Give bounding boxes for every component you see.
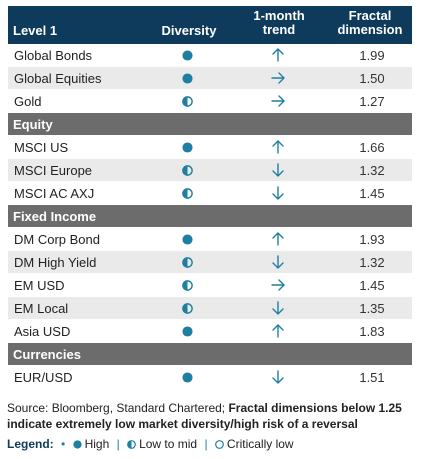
- arrow-down-icon: [263, 252, 293, 272]
- fractal-value: 1.35: [359, 301, 385, 316]
- table-header: Level 1 Diversity 1-month trend Fractal …: [8, 6, 412, 44]
- fractal-value: 1.27: [359, 94, 385, 109]
- header-diversity: Diversity: [161, 23, 217, 38]
- fractal-value: 1.51: [359, 370, 385, 385]
- half-circle-icon: [182, 279, 193, 291]
- full-circle-icon: [182, 141, 193, 153]
- fractal-value: 1.83: [359, 324, 385, 339]
- empty-circle-icon: [215, 440, 224, 449]
- source-plain: Source: Bloomberg, Standard Chartered;: [7, 401, 229, 415]
- arrow-down-icon: [263, 298, 293, 318]
- table-row: DM High Yield 1.32: [8, 251, 412, 274]
- arrow-up-icon: [263, 321, 293, 341]
- section-header: Fixed Income: [8, 205, 412, 228]
- full-circle-icon: [72, 440, 82, 449]
- header-trend-line2: trend: [262, 22, 296, 37]
- legend: Legend: • High | Low to mid | Critically…: [7, 437, 294, 451]
- legend-separator: |: [204, 437, 208, 451]
- asset-name: EM USD: [14, 278, 65, 293]
- asset-name: Global Bonds: [14, 48, 93, 63]
- half-circle-icon: [127, 440, 136, 449]
- table-row: EUR/USD 1.51: [8, 366, 412, 389]
- table-row: MSCI AC AXJ 1.45: [8, 182, 412, 205]
- full-circle-icon: [182, 233, 193, 245]
- asset-name: EM Local: [14, 301, 69, 316]
- arrow-down-icon: [263, 160, 293, 180]
- fractal-value: 1.45: [359, 186, 385, 201]
- table-row: MSCI Europe 1.32: [8, 159, 412, 182]
- arrow-right-icon: [263, 91, 293, 111]
- asset-name: EUR/USD: [14, 370, 73, 385]
- section-title: Currencies: [13, 347, 81, 362]
- fractal-value: 1.32: [359, 255, 385, 270]
- full-circle-icon: [182, 72, 193, 84]
- header-fractal-line2: dimension: [337, 22, 403, 37]
- half-circle-icon: [182, 256, 193, 268]
- legend-high-label: High: [84, 437, 110, 451]
- full-circle-icon: [182, 49, 193, 61]
- half-circle-icon: [182, 302, 193, 314]
- half-circle-icon: [182, 187, 193, 199]
- fractal-value: 1.32: [359, 163, 385, 178]
- table-row: MSCI US 1.66: [8, 136, 412, 159]
- table-row: EM USD 1.45: [8, 274, 412, 297]
- full-circle-icon: [182, 325, 193, 337]
- header-trend: 1-month trend: [244, 9, 314, 37]
- fractal-value: 1.50: [359, 71, 385, 86]
- table-row: Global Bonds 1.99: [8, 44, 412, 67]
- arrow-up-icon: [263, 137, 293, 157]
- arrow-up-icon: [263, 45, 293, 65]
- asset-name: DM Corp Bond: [14, 232, 100, 247]
- arrow-right-icon: [263, 275, 293, 295]
- arrow-down-icon: [263, 367, 293, 387]
- asset-name: MSCI Europe: [14, 163, 93, 178]
- fractal-value: 1.99: [359, 48, 385, 63]
- half-circle-icon: [182, 164, 193, 176]
- half-circle-icon: [182, 95, 193, 107]
- source-note: Source: Bloomberg, Standard Chartered; F…: [7, 400, 422, 432]
- section-title: Equity: [13, 117, 53, 132]
- section-title: Fixed Income: [13, 209, 97, 224]
- legend-low-to-mid-label: Low to mid: [139, 437, 198, 451]
- header-fractal: Fractal dimension: [328, 9, 412, 37]
- table-row: Gold 1.27: [8, 90, 412, 113]
- asset-name: MSCI US: [14, 140, 69, 155]
- legend-separator: |: [116, 437, 120, 451]
- asset-name: Asia USD: [14, 324, 71, 339]
- fractal-value: 1.93: [359, 232, 385, 247]
- arrow-down-icon: [263, 183, 293, 203]
- full-circle-icon: [182, 371, 193, 383]
- table-row: DM Corp Bond 1.93: [8, 228, 412, 251]
- asset-name: Gold: [14, 94, 42, 109]
- source-bold: Fractal dimensions below 1.25 indicate e…: [7, 401, 402, 431]
- table-row: EM Local 1.35: [8, 297, 412, 320]
- fractal-table: Level 1 Diversity 1-month trend Fractal …: [8, 6, 412, 389]
- asset-name: Global Equities: [14, 71, 102, 86]
- asset-name: DM High Yield: [14, 255, 97, 270]
- legend-separator: •: [61, 437, 66, 451]
- legend-high: High: [72, 437, 110, 451]
- arrow-right-icon: [263, 68, 293, 88]
- table-body: Global Bonds 1.99 Global Equities 1.50 Gold 1…: [8, 44, 412, 389]
- header-fractal-line1: Fractal: [348, 8, 392, 23]
- fractal-value: 1.66: [359, 140, 385, 155]
- legend-critically-low-label: Critically low: [226, 437, 294, 451]
- section-header: Equity: [8, 113, 412, 136]
- legend-title: Legend:: [7, 437, 54, 451]
- fractal-value: 1.45: [359, 278, 385, 293]
- header-level1: Level 1: [13, 23, 58, 38]
- asset-name: MSCI AC AXJ: [14, 186, 95, 201]
- table-row: Global Equities 1.50: [8, 67, 412, 90]
- header-trend-line1: 1-month: [253, 8, 305, 23]
- table-row: Asia USD 1.83: [8, 320, 412, 343]
- arrow-up-icon: [263, 229, 293, 249]
- section-header: Currencies: [8, 343, 412, 366]
